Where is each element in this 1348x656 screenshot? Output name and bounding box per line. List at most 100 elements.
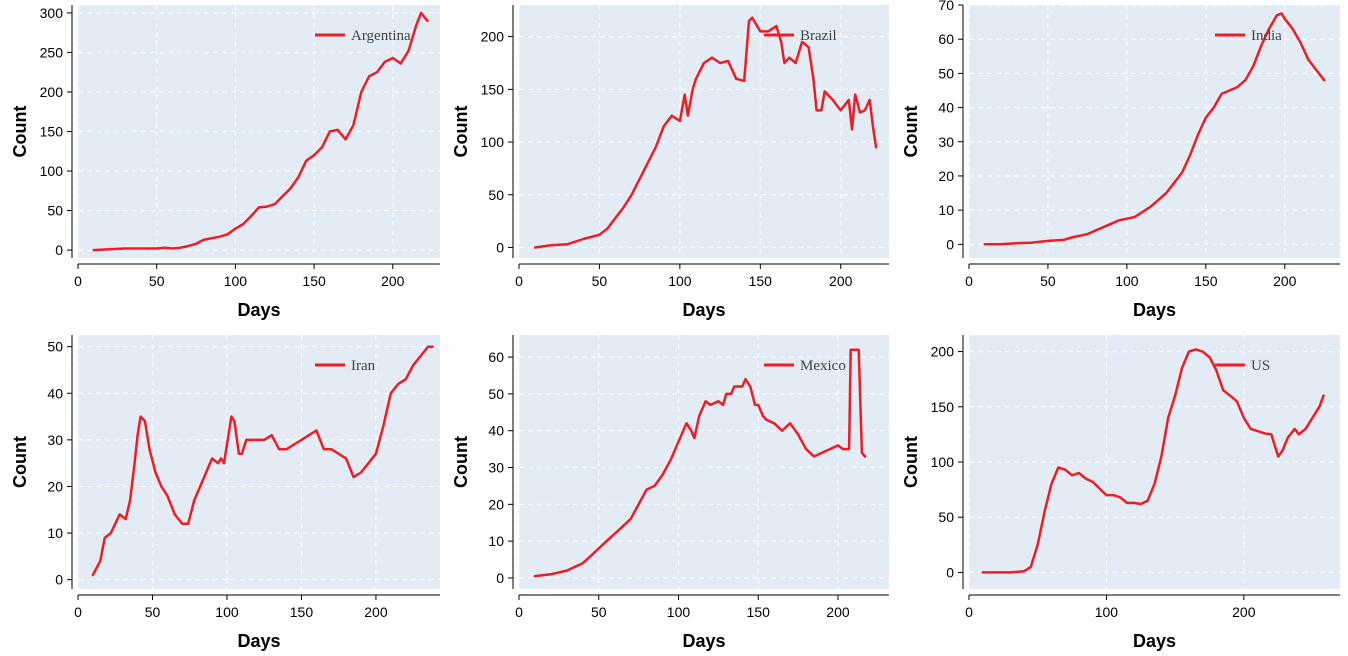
y-tick-label: 20: [47, 478, 63, 494]
y-tick-label: 50: [488, 386, 504, 402]
y-tick-label: 10: [488, 533, 504, 549]
y-tick-label: 40: [488, 423, 504, 439]
x-axis-title: Days: [1133, 631, 1176, 651]
y-tick-label: 40: [47, 385, 63, 401]
legend-label: Brazil: [800, 28, 837, 44]
y-tick-label: 10: [47, 525, 63, 541]
y-tick-label: 50: [488, 187, 504, 203]
y-tick-label: 50: [47, 203, 63, 219]
x-tick-label: 200: [829, 273, 853, 289]
x-tick-label: 150: [290, 604, 314, 620]
x-tick-label: 100: [668, 273, 692, 289]
x-tick-label: 100: [224, 273, 248, 289]
y-axis-title: Count: [901, 436, 921, 488]
x-axis-title: Days: [237, 300, 280, 320]
series-line: [533, 16, 878, 249]
x-tick-label: 50: [591, 604, 607, 620]
chart-panel: 0 50 100 150 200 0 10 20 30 40 50 Days Count Iran: [10, 335, 440, 651]
x-tick-label: 0: [965, 604, 973, 620]
chart-panel: 0 50 100 150 200 0 10 20 30 40 50 60 70 Days Count Indi…: [901, 0, 1340, 320]
plot-area: [969, 5, 1340, 258]
legend: US: [1215, 358, 1270, 374]
series-line: [533, 348, 867, 578]
series-line: [91, 345, 434, 577]
x-tick-label: 0: [74, 604, 82, 620]
y-tick-label: 50: [47, 339, 63, 355]
y-tick-label: 100: [931, 454, 955, 470]
x-tick-label: 100: [215, 604, 239, 620]
chart-panel: 0 50 100 150 200 0 50 100 150 200 250 300 Days Count A…: [10, 5, 440, 320]
legend: Brazil: [764, 28, 837, 44]
legend-label: Argentina: [351, 28, 411, 44]
y-tick-label: 60: [488, 349, 504, 365]
plot-area: [519, 5, 889, 258]
x-tick-label: 200: [364, 604, 388, 620]
x-tick-label: 50: [145, 604, 161, 620]
y-tick-label: 300: [40, 5, 64, 21]
y-axis-title: Count: [451, 106, 471, 158]
y-tick-label: 150: [40, 124, 64, 140]
y-tick-label: 40: [938, 100, 954, 116]
y-tick-label: 200: [40, 84, 64, 100]
x-tick-label: 150: [1194, 273, 1218, 289]
y-tick-label: 0: [55, 572, 63, 588]
x-tick-label: 150: [749, 273, 773, 289]
x-axis-title: Days: [237, 631, 280, 651]
chart-panel: 0 50 100 150 200 0 50 100 150 200 Days Count Brazil: [451, 5, 889, 320]
x-tick-label: 0: [74, 273, 82, 289]
series-line: [983, 12, 1326, 246]
y-tick-label: 30: [488, 460, 504, 476]
y-tick-label: 20: [938, 168, 954, 184]
y-axis-title: Count: [451, 436, 471, 488]
legend: Iran: [315, 358, 376, 374]
x-tick-label: 100: [1115, 273, 1139, 289]
x-tick-label: 200: [1273, 273, 1297, 289]
x-tick-label: 100: [1095, 604, 1119, 620]
y-tick-label: 30: [47, 432, 63, 448]
y-tick-label: 50: [938, 509, 954, 525]
chart-panel: 0 100 200 0 50 100 150 200 Days Count US: [901, 335, 1340, 651]
series-line: [92, 11, 429, 252]
y-tick-label: 100: [481, 134, 505, 150]
x-tick-label: 200: [826, 604, 850, 620]
y-tick-label: 60: [938, 31, 954, 47]
x-tick-label: 50: [1040, 273, 1056, 289]
x-axis-title: Days: [682, 631, 725, 651]
x-axis-title: Days: [1133, 300, 1176, 320]
y-tick-label: 70: [938, 0, 954, 13]
legend: India: [1215, 28, 1282, 44]
y-tick-label: 250: [40, 44, 64, 60]
x-tick-label: 0: [965, 273, 973, 289]
y-tick-label: 150: [931, 399, 955, 415]
y-axis-title: Count: [10, 106, 30, 158]
y-axis-title: Count: [10, 436, 30, 488]
x-axis-title: Days: [682, 300, 725, 320]
x-tick-label: 150: [302, 273, 326, 289]
legend: Mexico: [764, 358, 846, 374]
y-tick-label: 50: [938, 65, 954, 81]
x-tick-label: 0: [515, 273, 523, 289]
chart-panel: 0 50 100 150 200 0 10 20 30 40 50 60 Days Count Mexico: [451, 335, 889, 651]
legend-label: US: [1251, 358, 1270, 374]
plot-area: [78, 335, 440, 589]
x-tick-label: 200: [1232, 604, 1256, 620]
y-tick-label: 200: [481, 29, 505, 45]
y-tick-label: 0: [496, 570, 504, 586]
y-tick-label: 0: [496, 239, 504, 255]
x-tick-label: 200: [381, 273, 405, 289]
x-tick-label: 50: [149, 273, 165, 289]
x-tick-label: 0: [515, 604, 523, 620]
legend-label: India: [1251, 28, 1282, 44]
legend-label: Mexico: [800, 358, 846, 374]
series-line: [981, 348, 1325, 574]
y-tick-label: 0: [946, 564, 954, 580]
y-tick-label: 100: [40, 163, 64, 179]
x-tick-label: 150: [747, 604, 771, 620]
y-tick-label: 30: [938, 134, 954, 150]
plot-area: [519, 335, 889, 589]
y-axis-title: Count: [901, 106, 921, 158]
legend-label: Iran: [351, 358, 376, 374]
x-tick-label: 100: [667, 604, 691, 620]
y-tick-label: 10: [938, 202, 954, 218]
